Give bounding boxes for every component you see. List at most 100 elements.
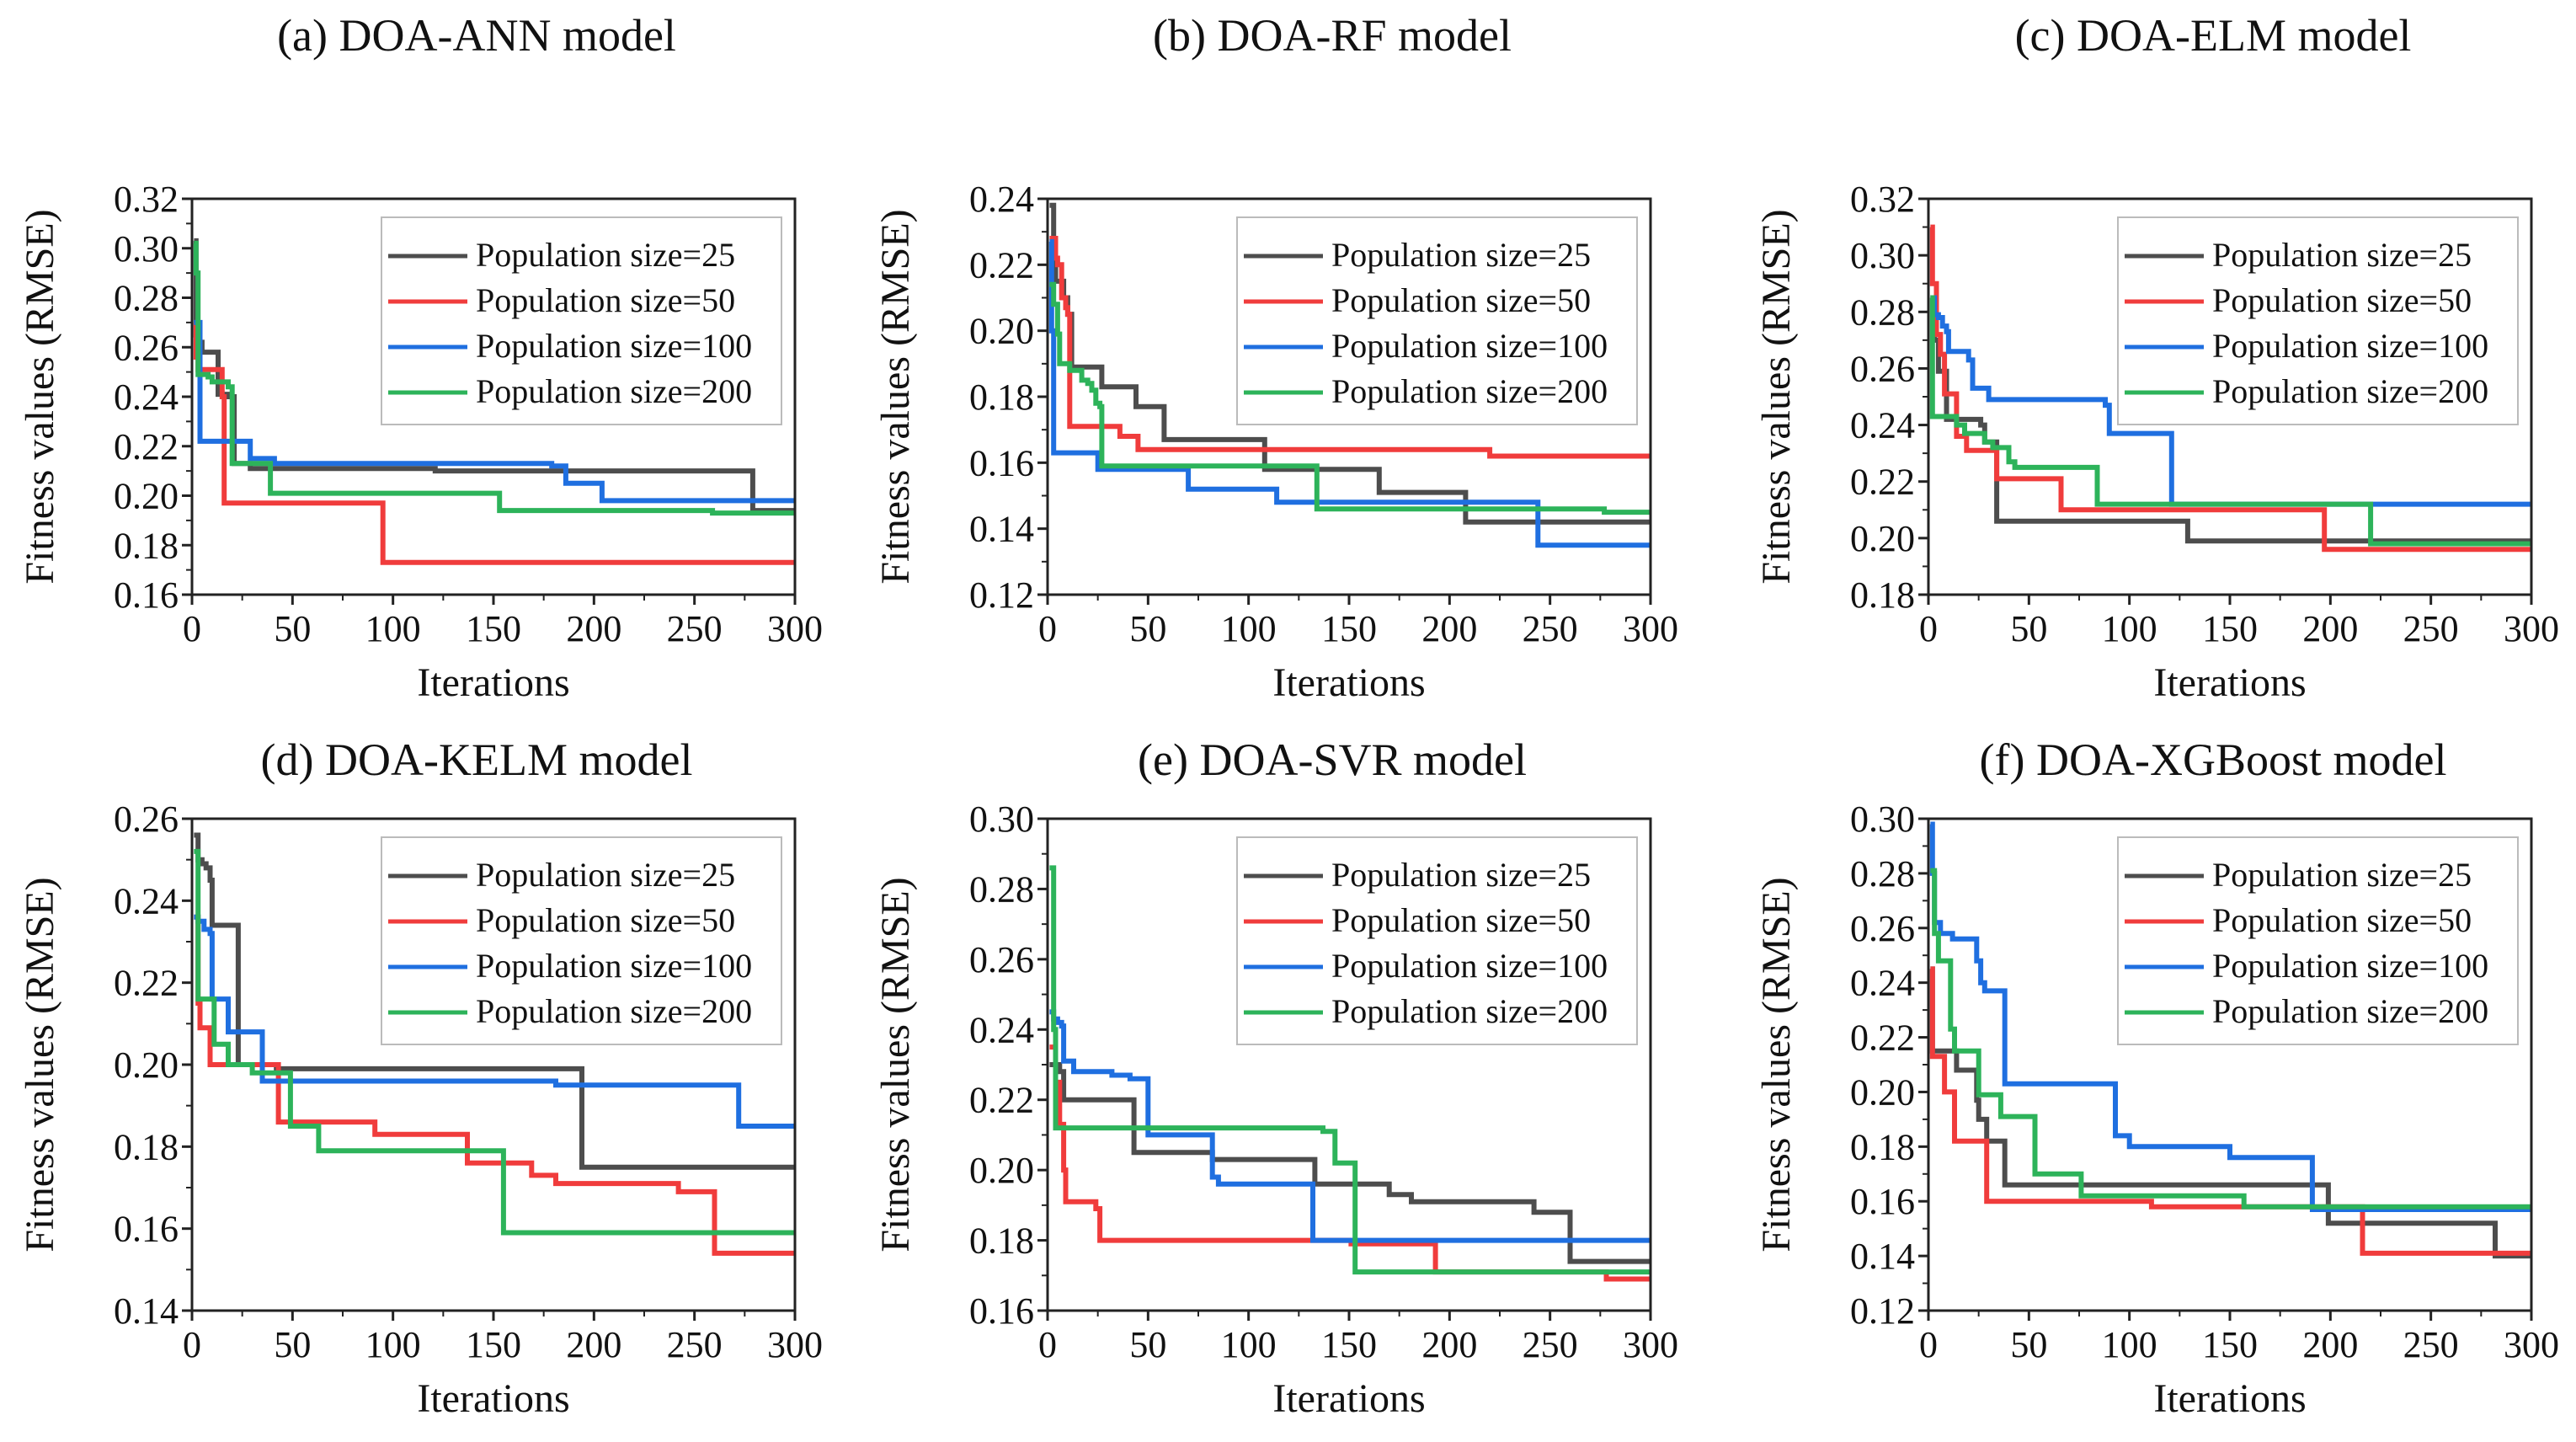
x-tick-label: 150 xyxy=(466,1324,521,1365)
legend: Population size=25 Population size=50 Popu… xyxy=(381,216,782,425)
series-line-pop-200 xyxy=(1049,865,1651,1275)
series-line-pop-200 xyxy=(1929,295,2531,547)
y-tick-label: 0.28 xyxy=(1850,291,1915,333)
x-axis-label: Iterations xyxy=(2153,1376,2306,1421)
y-tick-label: 0.12 xyxy=(1850,1290,1915,1332)
x-tick-label: 100 xyxy=(2102,608,2157,649)
x-axis-label: Iterations xyxy=(1272,660,1425,705)
x-axis-label: Iterations xyxy=(417,1376,569,1421)
legend: Population size=25 Population size=50 Popu… xyxy=(2117,216,2519,425)
series-line-pop-100 xyxy=(1930,295,2531,507)
series-line-pop-50 xyxy=(1929,224,2531,553)
y-tick-label: 0.28 xyxy=(1850,853,1915,895)
legend-label: Population size=200 xyxy=(476,372,752,410)
y-axis-label: Fitness values (RMSE) xyxy=(18,877,62,1252)
x-tick-label: 300 xyxy=(1623,608,1678,649)
series-line-pop-100 xyxy=(1048,238,1651,548)
legend: Population size=25 Population size=50 Popu… xyxy=(1236,216,1638,425)
chart-title: (b) DOA-RF model xyxy=(1153,10,1512,61)
x-tick-label: 50 xyxy=(1129,1324,1166,1365)
chart-title: (d) DOA-KELM model xyxy=(261,734,693,785)
legend-label: Population size=25 xyxy=(1331,236,1591,274)
x-tick-label: 100 xyxy=(365,608,421,649)
legend: Population size=25 Population size=50 Popu… xyxy=(381,836,782,1045)
chart-panel-c: (c) DOA-ELM model 0 50 100 150 200 250 300 0.18 0… xyxy=(1754,10,2559,705)
y-tick-label: 0.26 xyxy=(1850,908,1915,949)
x-tick-label: 50 xyxy=(1129,608,1166,649)
legend-label: Population size=50 xyxy=(476,281,735,319)
legend-box xyxy=(2117,836,2519,1045)
series-group xyxy=(193,238,795,565)
y-tick-label: 0.18 xyxy=(969,377,1034,418)
y-tick-label: 0.16 xyxy=(114,1209,179,1250)
y-tick-label: 0.30 xyxy=(114,228,179,270)
y-tick-label: 0.24 xyxy=(1850,963,1915,1004)
legend-label: Population size=200 xyxy=(1331,992,1608,1030)
legend-label: Population size=100 xyxy=(2212,947,2488,985)
x-tick-label: 250 xyxy=(2403,1324,2459,1365)
y-tick-label: 0.26 xyxy=(114,798,179,840)
series-line-pop-100 xyxy=(194,319,795,504)
legend-label: Population size=200 xyxy=(2212,992,2488,1030)
x-tick-label: 250 xyxy=(667,1324,723,1365)
legend-label: Population size=25 xyxy=(476,236,735,274)
chart-title: (f) DOA-XGBoost model xyxy=(1980,734,2447,785)
series-line-pop-100 xyxy=(1049,1009,1651,1243)
y-tick-label: 0.20 xyxy=(114,476,179,517)
y-tick-label: 0.32 xyxy=(1850,179,1915,220)
x-tick-label: 250 xyxy=(1523,608,1578,649)
y-tick-label: 0.18 xyxy=(1850,574,1915,616)
x-tick-label: 0 xyxy=(1038,1324,1057,1365)
legend-label: Population size=50 xyxy=(2212,901,2472,939)
series-group xyxy=(1049,865,1651,1282)
x-tick-label: 0 xyxy=(1919,1324,1938,1365)
y-tick-label: 0.16 xyxy=(1850,1181,1915,1222)
legend: Population size=25 Population size=50 Popu… xyxy=(1236,836,1638,1045)
y-tick-label: 0.16 xyxy=(114,574,179,616)
x-tick-label: 200 xyxy=(566,608,621,649)
y-tick-label: 0.20 xyxy=(1850,518,1915,559)
y-tick-label: 0.26 xyxy=(114,327,179,368)
y-tick-label: 0.24 xyxy=(969,1009,1034,1050)
legend-label: Population size=100 xyxy=(476,327,752,365)
chart-panel-a: (a) DOA-ANN model 0 50 100 150 200 250 300 0.16 0… xyxy=(18,10,823,705)
y-tick-label: 0.12 xyxy=(969,574,1034,616)
y-tick-label: 0.20 xyxy=(114,1044,179,1086)
x-tick-label: 300 xyxy=(2504,608,2559,649)
y-tick-label: 0.18 xyxy=(114,1126,179,1167)
y-axis-label: Fitness values (RMSE) xyxy=(873,209,918,584)
y-tick-label: 0.20 xyxy=(969,311,1034,352)
series-line-pop-50 xyxy=(1049,236,1651,459)
x-tick-label: 250 xyxy=(2403,608,2459,649)
legend-box xyxy=(1236,216,1638,425)
series-line-pop-200 xyxy=(194,848,795,1236)
y-tick-label: 0.22 xyxy=(114,426,179,467)
legend-label: Population size=50 xyxy=(476,901,735,939)
y-tick-label: 0.18 xyxy=(114,525,179,566)
y-tick-label: 0.14 xyxy=(969,509,1034,550)
y-tick-label: 0.22 xyxy=(1850,462,1915,503)
x-tick-label: 300 xyxy=(1623,1324,1678,1365)
x-tick-label: 300 xyxy=(767,608,823,649)
legend-label: Population size=200 xyxy=(2212,372,2488,410)
x-tick-label: 50 xyxy=(2010,1324,2047,1365)
legend-label: Population size=100 xyxy=(2212,327,2488,365)
legend-label: Population size=25 xyxy=(476,856,735,894)
chart-title: (a) DOA-ANN model xyxy=(277,10,676,61)
legend-label: Population size=25 xyxy=(2212,236,2472,274)
x-tick-label: 150 xyxy=(1321,608,1377,649)
y-tick-label: 0.30 xyxy=(969,798,1034,840)
chart-title: (c) DOA-ELM model xyxy=(2015,10,2412,61)
y-tick-label: 0.30 xyxy=(1850,798,1915,840)
x-tick-label: 200 xyxy=(2302,1324,2358,1365)
x-tick-label: 50 xyxy=(274,1324,311,1365)
legend: Population size=25 Population size=50 Popu… xyxy=(2117,836,2519,1045)
series-line-pop-200 xyxy=(193,240,795,516)
y-tick-label: 0.22 xyxy=(969,244,1034,286)
x-axis-label: Iterations xyxy=(2153,660,2306,705)
legend-label: Population size=100 xyxy=(1331,327,1608,365)
legend-box xyxy=(1236,836,1638,1045)
x-tick-label: 300 xyxy=(767,1324,823,1365)
series-group xyxy=(1048,202,1651,548)
y-tick-label: 0.22 xyxy=(114,963,179,1004)
